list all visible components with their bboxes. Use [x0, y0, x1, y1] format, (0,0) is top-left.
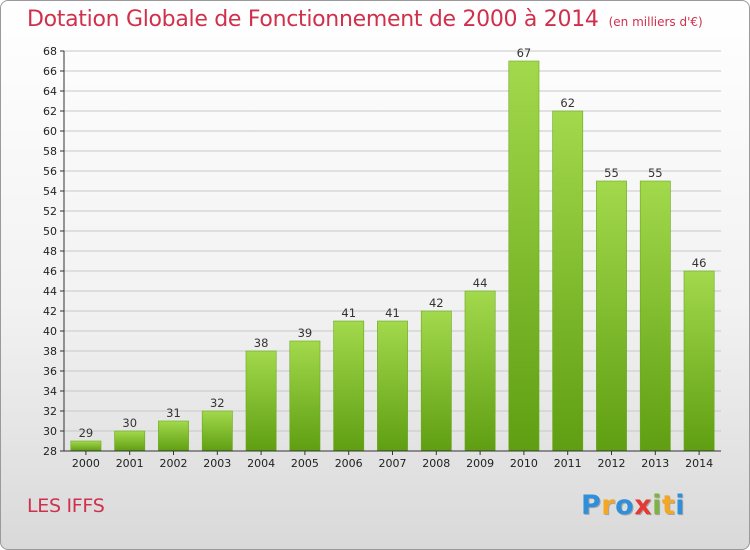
data-label-2008: 42 [429, 296, 444, 310]
bar-2006 [333, 320, 365, 452]
y-tick-label: 34 [43, 385, 57, 398]
data-label-2010: 67 [517, 46, 532, 60]
bar-2013 [639, 180, 671, 452]
y-tick-label: 38 [43, 345, 57, 358]
x-axis-ticks: 2000 2001 2002 2003 2004 2005 2006 2007 2008 2009… [72, 451, 713, 470]
x-tick-label: 2005 [291, 457, 319, 470]
y-tick-label: 60 [43, 125, 57, 138]
y-tick-label: 40 [43, 325, 57, 338]
bar-2002 [158, 420, 189, 452]
x-tick-label: 2007 [379, 457, 407, 470]
proxiti-logo: Proxiti [581, 490, 685, 521]
y-tick-label: 36 [43, 365, 57, 378]
logo-letter: o [615, 490, 635, 521]
y-tick-label: 66 [43, 65, 57, 78]
y-tick-label: 28 [43, 445, 57, 458]
logo-letter: i [675, 490, 686, 521]
x-tick-label: 2012 [598, 457, 626, 470]
data-label-2006: 41 [341, 306, 356, 320]
x-tick-label: 2011 [554, 457, 582, 470]
bar-2010 [508, 60, 540, 452]
axes [63, 51, 721, 452]
x-tick-label: 2001 [116, 457, 144, 470]
y-tick-label: 64 [43, 85, 57, 98]
title-units: (en milliers d'€) [608, 15, 703, 29]
bar-2009 [464, 290, 496, 452]
logo-letter: P [581, 490, 602, 521]
y-tick-label: 50 [43, 225, 57, 238]
data-label-2013: 55 [648, 166, 663, 180]
commune-name: LES IFFS [27, 495, 105, 517]
data-label-2002: 31 [166, 406, 181, 420]
data-label-2009: 44 [473, 276, 488, 290]
y-tick-label: 32 [43, 405, 57, 418]
y-tick-label: 30 [43, 425, 57, 438]
y-tick-label: 58 [43, 145, 57, 158]
y-tick-label: 56 [43, 165, 57, 178]
data-label-2003: 32 [210, 396, 225, 410]
x-tick-label: 2008 [422, 457, 450, 470]
logo-letter: r [601, 490, 616, 521]
data-label-2001: 30 [122, 416, 137, 430]
x-tick-label: 2006 [335, 457, 363, 470]
x-tick-label: 2010 [510, 457, 538, 470]
bar-2004 [245, 350, 277, 452]
y-tick-label: 46 [43, 265, 57, 278]
bar-2000 [70, 440, 102, 452]
x-tick-label: 2004 [247, 457, 275, 470]
bar-2014 [683, 270, 715, 452]
x-tick-label: 2003 [203, 457, 231, 470]
y-tick-label: 68 [43, 45, 57, 58]
bar-2003 [201, 410, 233, 452]
logo-letter: x [634, 490, 653, 521]
logo-letter: i [652, 490, 662, 521]
logo-letter: t [661, 490, 676, 521]
chart-title: Dotation Globale de Fonctionnement de 20… [27, 7, 703, 32]
bars [70, 60, 715, 452]
data-label-2000: 29 [79, 426, 94, 440]
x-tick-label: 2013 [641, 457, 669, 470]
x-tick-label: 2002 [160, 457, 188, 470]
data-label-2007: 41 [385, 306, 400, 320]
x-tick-label: 2009 [466, 457, 494, 470]
y-tick-label: 42 [43, 305, 57, 318]
y-axis-ticks: 28 30 32 34 36 38 40 42 44 46 48 50 52 54 56 58 60 62 64 66… [43, 45, 64, 458]
data-label-2004: 38 [254, 336, 269, 350]
y-tick-label: 54 [43, 185, 57, 198]
bar-2008 [420, 310, 452, 452]
y-tick-label: 48 [43, 245, 57, 258]
data-labels: 29 30 31 32 38 39 41 41 42 44 67 62 55 55 46 [79, 46, 707, 440]
title-text: Dotation Globale de Fonctionnement de 20… [27, 7, 599, 32]
bar-2005 [289, 340, 321, 452]
bar-2001 [114, 430, 146, 452]
bar-2011 [552, 110, 584, 452]
x-tick-label: 2000 [72, 457, 100, 470]
bar-2012 [596, 180, 627, 452]
data-label-2012: 55 [604, 166, 619, 180]
data-label-2005: 39 [298, 326, 313, 340]
y-tick-label: 62 [43, 105, 57, 118]
y-tick-label: 44 [43, 285, 57, 298]
bar-2007 [377, 320, 408, 452]
data-label-2014: 46 [692, 256, 707, 270]
data-label-2011: 62 [560, 96, 575, 110]
y-tick-label: 52 [43, 205, 57, 218]
x-tick-label: 2014 [685, 457, 713, 470]
